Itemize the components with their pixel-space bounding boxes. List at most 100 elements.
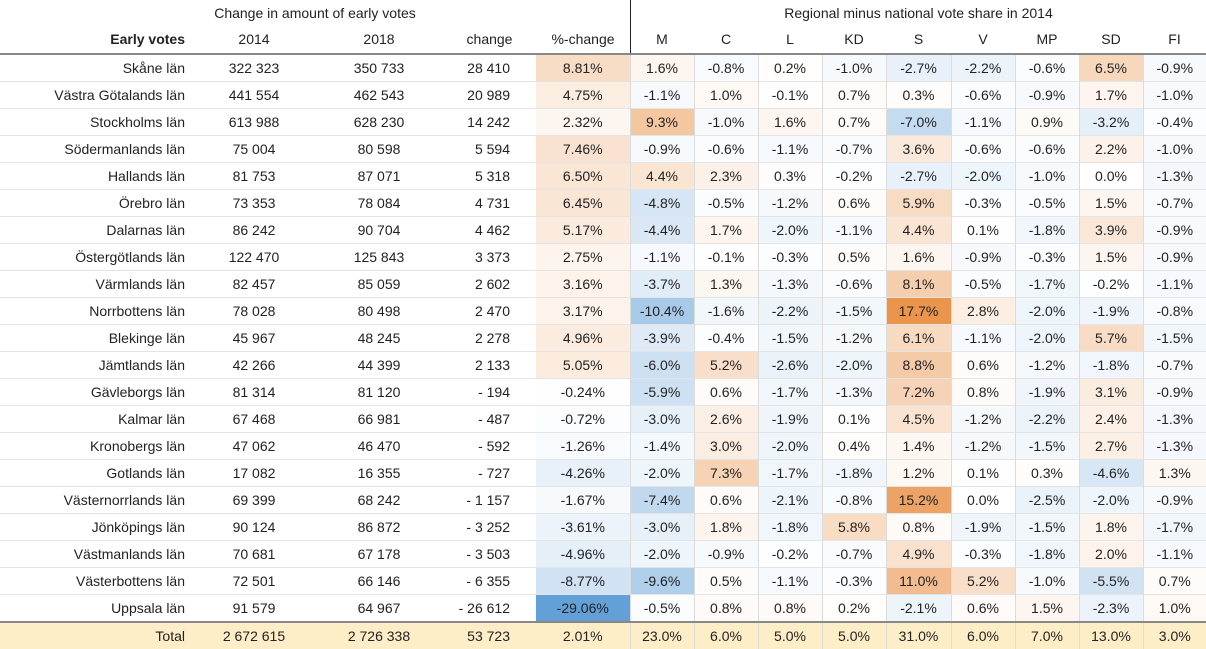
share-diff-l: -1.9% bbox=[757, 405, 822, 433]
votes-2014: 73 353 bbox=[193, 189, 315, 217]
column-header-change: change bbox=[443, 26, 536, 55]
share-diff-fi: -1.3% bbox=[1142, 405, 1206, 433]
region-name: Norrbottens län bbox=[0, 297, 193, 325]
share-diff-sd: -1.8% bbox=[1078, 351, 1143, 379]
column-header-sd: SD bbox=[1079, 26, 1143, 55]
share-diff-c: 0.5% bbox=[693, 567, 758, 595]
share-diff-kd: 0.7% bbox=[821, 108, 886, 136]
table-row: Kalmar län 67 468 66 981- 487 -0.72% -3.0% 2.… bbox=[0, 405, 1206, 433]
share-diff-m: -7.4% bbox=[629, 486, 694, 514]
share-diff-sd: -0.2% bbox=[1078, 270, 1143, 298]
share-diff-l: 0.8% bbox=[757, 594, 822, 622]
share-diff-v: -1.1% bbox=[950, 108, 1015, 136]
table-row: Jämtlands län 42 266 44 399 2 133 5.05% -6.0%… bbox=[0, 351, 1206, 379]
share-diff-m: -0.5% bbox=[629, 594, 694, 622]
share-diff-kd: 5.8% bbox=[821, 513, 886, 541]
pct-change: -3.61% bbox=[536, 513, 630, 541]
votes-2018: 67 178 bbox=[315, 540, 443, 568]
share-diff-v: -0.9% bbox=[950, 243, 1015, 271]
share-diff-s: 4.5% bbox=[885, 405, 951, 433]
share-diff-l: -2.0% bbox=[757, 432, 822, 460]
share-diff-l: -2.6% bbox=[757, 351, 822, 379]
column-header-v: V bbox=[951, 26, 1015, 55]
region-name: Jönköpings län bbox=[0, 513, 193, 541]
votes-2014: 90 124 bbox=[193, 513, 315, 541]
share-diff-c: 5.2% bbox=[693, 351, 758, 379]
share-diff-sd: 2.0% bbox=[1078, 540, 1143, 568]
share-diff-v: 0.8% bbox=[950, 378, 1015, 406]
votes-change: - 6 355 bbox=[443, 567, 536, 595]
share-diff-l: -1.8% bbox=[757, 513, 822, 541]
share-diff-mp: -0.5% bbox=[1014, 189, 1079, 217]
share-diff-mp: 1.5% bbox=[1014, 594, 1079, 622]
share-diff-c: 0.8% bbox=[693, 594, 758, 622]
votes-2014: 78 028 bbox=[193, 297, 315, 325]
share-diff-kd: 0.6% bbox=[821, 189, 886, 217]
votes-2014: 122 470 bbox=[193, 243, 315, 271]
total-share-v: 6.0% bbox=[950, 621, 1015, 649]
votes-2014: 45 967 bbox=[193, 324, 315, 352]
table-row: Gotlands län 17 082 16 355- 727 -4.26% -2.0%… bbox=[0, 459, 1206, 487]
region-name: Värmlands län bbox=[0, 270, 193, 298]
share-diff-mp: -0.3% bbox=[1014, 243, 1079, 271]
region-name: Jämtlands län bbox=[0, 351, 193, 379]
share-diff-s: 4.9% bbox=[885, 540, 951, 568]
votes-change: 2 602 bbox=[443, 270, 536, 298]
share-diff-fi: -0.7% bbox=[1142, 351, 1206, 379]
votes-change: 14 242 bbox=[443, 108, 536, 136]
region-name: Västra Götalands län bbox=[0, 81, 193, 109]
votes-2018: 44 399 bbox=[315, 351, 443, 379]
total-share-sd: 13.0% bbox=[1078, 621, 1143, 649]
share-diff-s: 17.7% bbox=[885, 297, 951, 325]
share-diff-s: 8.1% bbox=[885, 270, 951, 298]
column-header-mp: MP bbox=[1015, 26, 1079, 55]
share-diff-v: 0.6% bbox=[950, 351, 1015, 379]
votes-change: - 3 252 bbox=[443, 513, 536, 541]
column-header-2018: 2018 bbox=[315, 26, 443, 55]
total-2014: 2 672 615 bbox=[193, 621, 315, 649]
votes-2014: 91 579 bbox=[193, 594, 315, 622]
share-diff-mp: -1.5% bbox=[1014, 432, 1079, 460]
pct-change: 5.05% bbox=[536, 351, 630, 379]
total-label: Total bbox=[0, 621, 193, 649]
table-row: Gävleborgs län 81 314 81 120- 194 -0.24% -5.… bbox=[0, 378, 1206, 406]
votes-change: - 3 503 bbox=[443, 540, 536, 568]
share-diff-c: -0.9% bbox=[693, 540, 758, 568]
share-diff-sd: 5.7% bbox=[1078, 324, 1143, 352]
share-diff-v: -0.6% bbox=[950, 135, 1015, 163]
region-name: Västmanlands län bbox=[0, 540, 193, 568]
share-diff-s: 5.9% bbox=[885, 189, 951, 217]
share-diff-s: 11.0% bbox=[885, 567, 951, 595]
region-name: Västernorrlands län bbox=[0, 486, 193, 514]
votes-2018: 80 498 bbox=[315, 297, 443, 325]
table-row: Stockholms län 613 988 628 230 14 242 2.32% 9… bbox=[0, 108, 1206, 136]
share-diff-mp: -1.5% bbox=[1014, 513, 1079, 541]
share-diff-v: -1.1% bbox=[950, 324, 1015, 352]
share-diff-c: 0.6% bbox=[693, 378, 758, 406]
share-diff-fi: 0.7% bbox=[1142, 567, 1206, 595]
share-diff-kd: -1.3% bbox=[821, 378, 886, 406]
share-diff-kd: -1.5% bbox=[821, 297, 886, 325]
share-diff-v: 0.0% bbox=[950, 486, 1015, 514]
share-diff-v: -0.6% bbox=[950, 81, 1015, 109]
share-diff-kd: 0.7% bbox=[821, 81, 886, 109]
pct-change: -0.24% bbox=[536, 378, 630, 406]
pct-change: -29.06% bbox=[536, 594, 630, 622]
column-header-fi: FI bbox=[1143, 26, 1206, 55]
share-diff-v: -0.3% bbox=[950, 189, 1015, 217]
share-diff-kd: -1.0% bbox=[821, 53, 886, 82]
share-diff-c: -0.1% bbox=[693, 243, 758, 271]
votes-2014: 75 004 bbox=[193, 135, 315, 163]
share-diff-l: -2.2% bbox=[757, 297, 822, 325]
share-diff-s: 15.2% bbox=[885, 486, 951, 514]
votes-change: - 592 bbox=[443, 432, 536, 460]
share-diff-m: -10.4% bbox=[629, 297, 694, 325]
share-diff-sd: 0.0% bbox=[1078, 162, 1143, 190]
share-diff-m: 4.4% bbox=[629, 162, 694, 190]
share-diff-l: -1.1% bbox=[757, 135, 822, 163]
column-header-2014: 2014 bbox=[193, 26, 315, 55]
share-diff-mp: -2.0% bbox=[1014, 324, 1079, 352]
share-diff-fi: -0.9% bbox=[1142, 486, 1206, 514]
share-diff-m: -4.4% bbox=[629, 216, 694, 244]
share-diff-s: 7.2% bbox=[885, 378, 951, 406]
